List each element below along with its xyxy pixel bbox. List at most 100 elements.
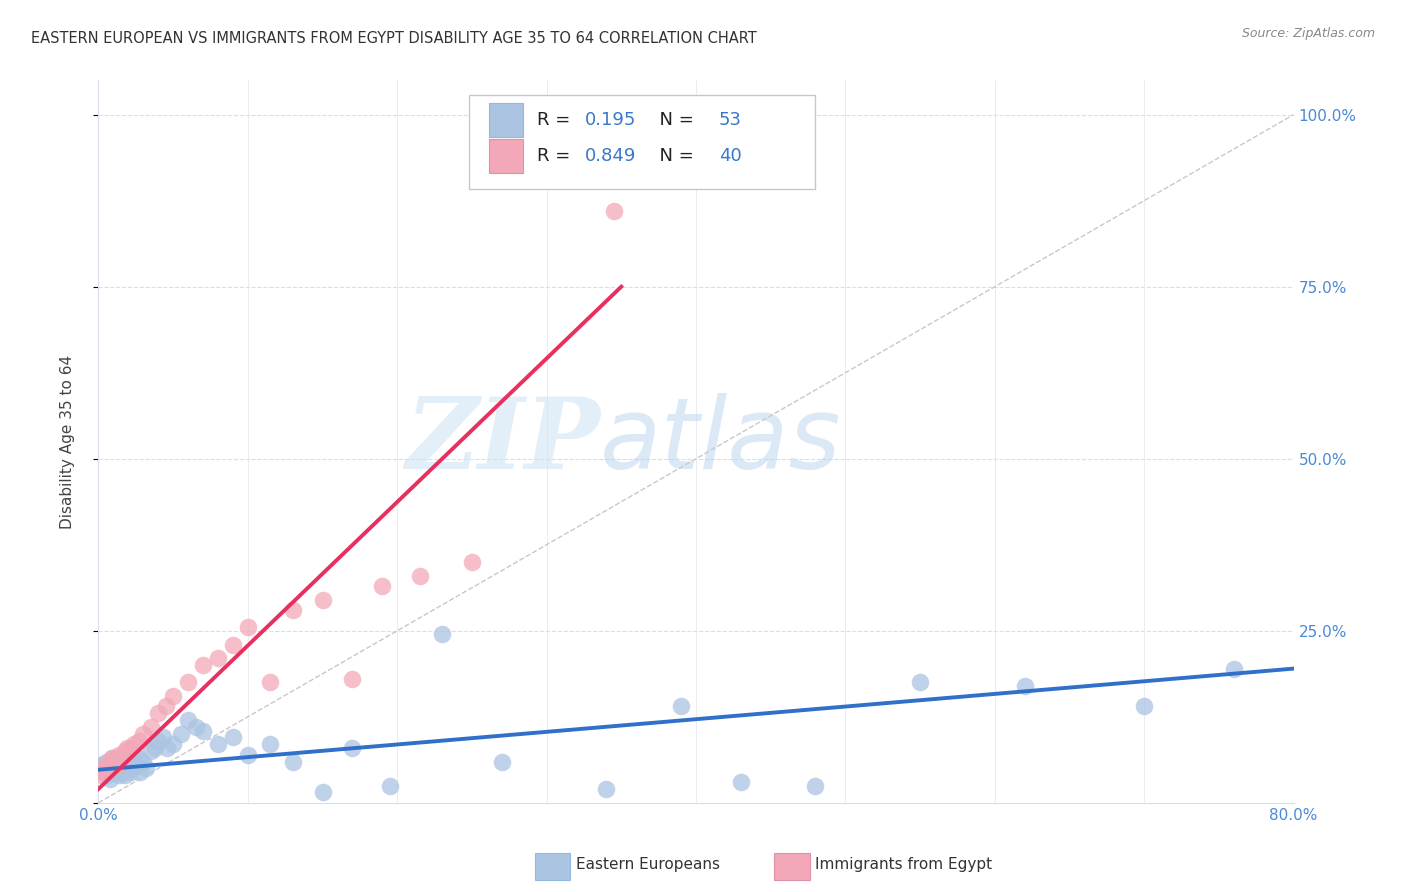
Point (184, 720, 207, 734)
Point (281, 755, 304, 769)
Point (124, 737, 146, 751)
Point (120, 740, 142, 755)
Text: 53: 53 (718, 111, 742, 129)
Point (108, 747, 131, 762)
Point (128, 734, 150, 748)
Point (93, 764, 115, 779)
Point (281, 603, 304, 617)
Point (103, 758, 125, 772)
Point (908, 675, 931, 690)
Point (97, 761, 120, 775)
Point (124, 747, 146, 762)
Y-axis label: Disability Age 35 to 64: Disability Age 35 to 64 (60, 354, 75, 529)
Text: atlas: atlas (600, 393, 842, 490)
Point (107, 755, 129, 769)
Point (104, 758, 127, 772)
Point (110, 751, 132, 765)
Point (91, 764, 114, 779)
Point (148, 706, 170, 721)
Point (342, 672, 364, 686)
FancyBboxPatch shape (534, 853, 571, 880)
Point (132, 755, 155, 769)
Point (259, 737, 281, 751)
Point (156, 740, 179, 755)
Point (117, 744, 139, 758)
Point (120, 764, 142, 779)
FancyBboxPatch shape (489, 103, 523, 137)
Point (491, 755, 513, 769)
Point (222, 731, 245, 745)
Point (98, 761, 122, 775)
Point (461, 555, 484, 569)
Point (96, 764, 118, 779)
Point (804, 779, 827, 793)
Point (177, 713, 200, 727)
Point (129, 764, 152, 779)
Point (143, 740, 166, 755)
Point (177, 675, 200, 690)
Point (105, 761, 128, 775)
Point (114, 744, 136, 758)
FancyBboxPatch shape (773, 853, 810, 880)
Text: R =: R = (537, 147, 576, 165)
Point (139, 744, 162, 758)
Point (111, 764, 134, 779)
Point (191, 658, 214, 673)
Point (128, 751, 150, 765)
Point (1014, 679, 1036, 693)
Text: Immigrants from Egypt: Immigrants from Egypt (815, 856, 993, 871)
Point (98, 772, 122, 786)
Point (105, 751, 128, 765)
Point (595, 782, 617, 797)
Point (342, 740, 364, 755)
Point (430, 627, 453, 641)
Point (115, 755, 138, 769)
Point (162, 737, 184, 751)
Point (259, 675, 281, 690)
Text: 40: 40 (718, 147, 741, 165)
Point (236, 747, 259, 762)
Point (669, 699, 692, 714)
Point (371, 579, 394, 593)
Text: 0.195: 0.195 (585, 111, 636, 129)
Point (101, 751, 124, 765)
Text: 0.849: 0.849 (585, 147, 636, 165)
Point (236, 620, 259, 634)
Point (115, 740, 138, 755)
Point (94, 755, 117, 769)
Point (97, 755, 120, 769)
Point (132, 727, 155, 741)
Point (110, 755, 132, 769)
Point (1133, 699, 1156, 714)
Point (93, 761, 115, 775)
Point (117, 761, 139, 775)
Point (191, 723, 214, 738)
Text: N =: N = (648, 147, 700, 165)
Point (96, 768, 118, 782)
Point (603, 204, 626, 219)
Text: R =: R = (537, 111, 576, 129)
Point (101, 751, 124, 765)
Point (107, 758, 129, 772)
FancyBboxPatch shape (489, 139, 523, 173)
FancyBboxPatch shape (470, 95, 815, 189)
Text: Eastern Europeans: Eastern Europeans (576, 856, 720, 871)
Point (152, 731, 174, 745)
Point (169, 727, 191, 741)
Point (111, 751, 134, 765)
Point (125, 758, 148, 772)
Point (408, 568, 430, 582)
Point (90, 768, 112, 782)
Point (112, 758, 135, 772)
Text: EASTERN EUROPEAN VS IMMIGRANTS FROM EGYPT DISABILITY AGE 35 TO 64 CORRELATION CH: EASTERN EUROPEAN VS IMMIGRANTS FROM EGYP… (31, 31, 756, 46)
Point (207, 651, 229, 665)
Point (103, 764, 125, 779)
Point (207, 737, 229, 751)
Point (378, 779, 401, 793)
Point (155, 699, 177, 714)
Point (108, 768, 131, 782)
Point (1223, 662, 1246, 676)
Point (311, 785, 333, 799)
Point (148, 734, 170, 748)
Point (139, 720, 162, 734)
